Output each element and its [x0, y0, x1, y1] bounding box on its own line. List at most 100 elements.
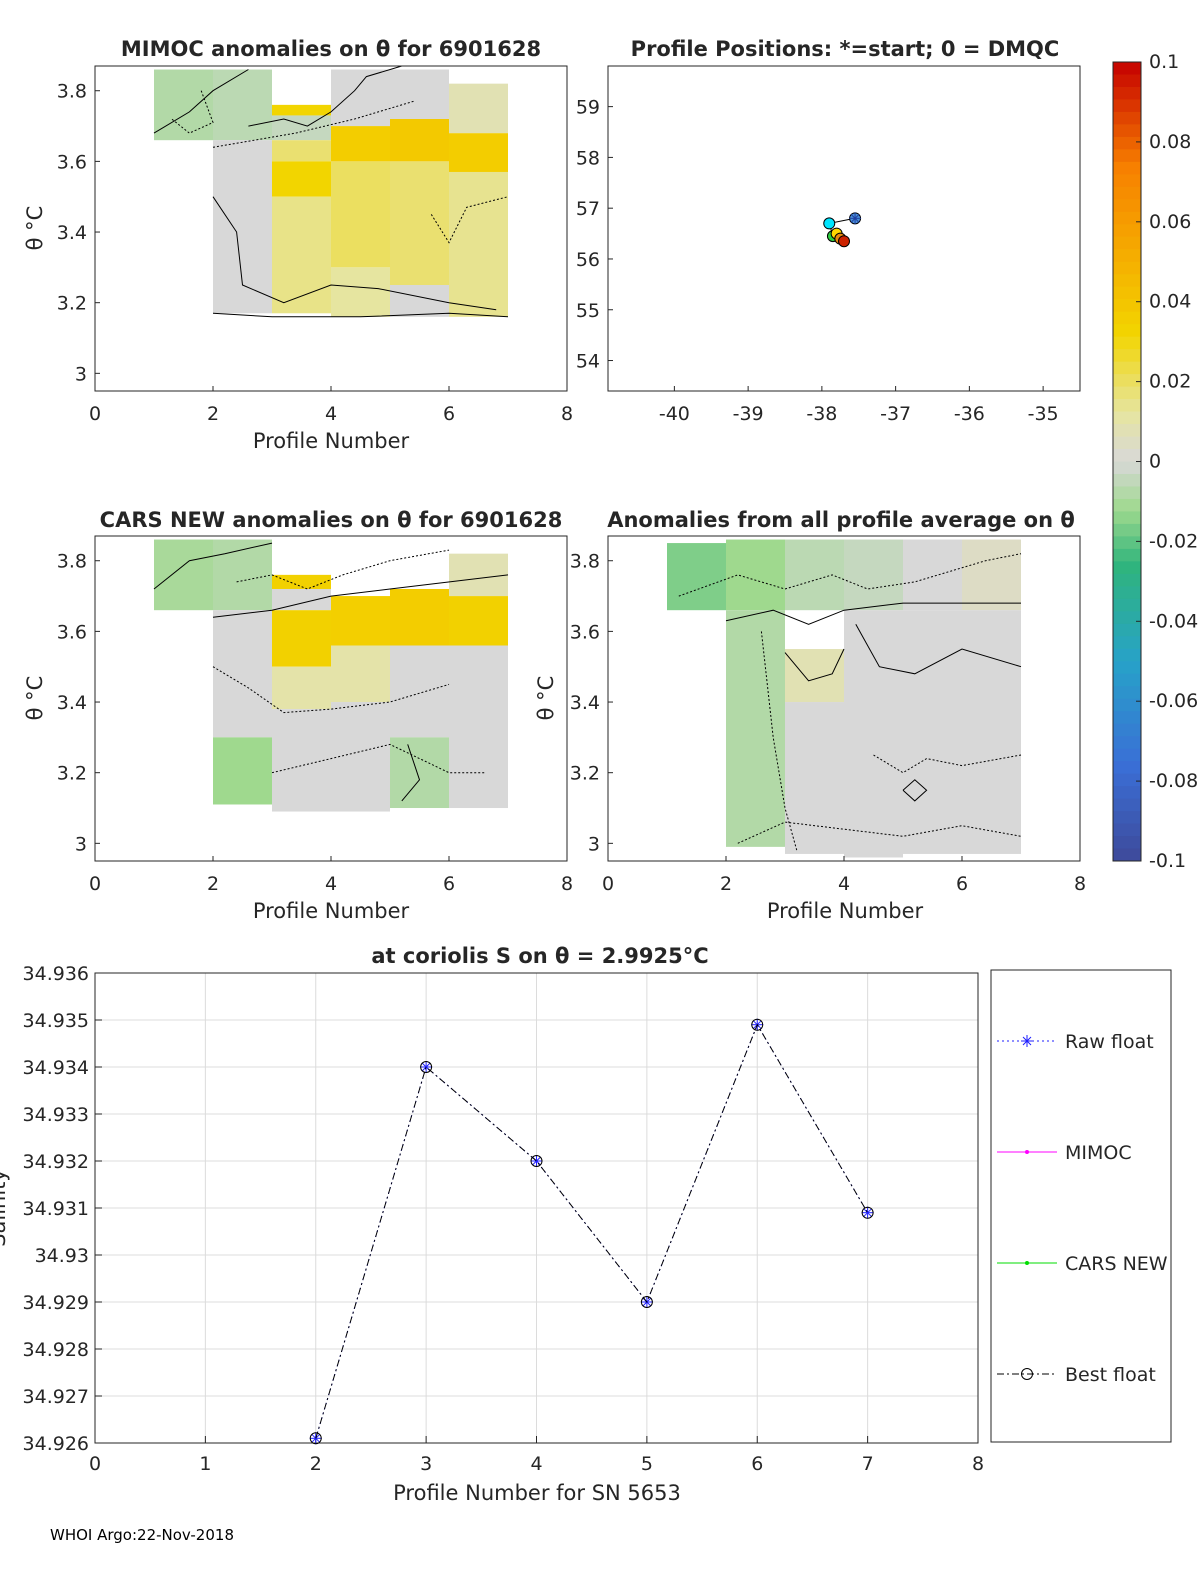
- colorbar-block: [1113, 573, 1141, 587]
- series-point: [751, 1018, 764, 1031]
- colorbar-block: [1113, 336, 1141, 350]
- average-cell: [962, 539, 1021, 611]
- average-contour: [678, 553, 1022, 597]
- mimoc-contour: [153, 69, 249, 134]
- mimoc-cell: [272, 161, 331, 197]
- average-cell: [903, 610, 962, 854]
- mimoc-xticks: 0 2 4 6 8: [89, 386, 573, 425]
- mimoc-ytick-label: 3.6: [57, 151, 87, 173]
- colorbar-block: [1113, 823, 1141, 837]
- cars-cell: [390, 737, 449, 809]
- mimoc-plot-area: [153, 65, 509, 318]
- colorbar-block: [1113, 511, 1141, 525]
- cars-cell: [449, 645, 508, 809]
- positions-xtick-label: -36: [954, 403, 985, 425]
- mimoc-xlabel: Profile Number: [253, 429, 410, 453]
- colorbar-block: [1113, 386, 1141, 400]
- mimoc-xtick-label: 8: [561, 403, 573, 425]
- cars-ytick-label: 3.2: [57, 763, 87, 785]
- colorbar-block: [1113, 224, 1141, 238]
- colorbar-block: [1113, 124, 1141, 138]
- average-contour: [725, 602, 1021, 625]
- average-cell: [785, 539, 844, 611]
- colorbar-block: [1113, 761, 1141, 775]
- mimoc-cell: [272, 140, 331, 162]
- footer-stamp: WHOI Argo:22-Nov-2018: [50, 1526, 234, 1544]
- colorbar-block: [1113, 136, 1141, 150]
- average-cell: [844, 610, 903, 858]
- positions-ytick-label: 57: [576, 198, 600, 220]
- mimoc-cell: [331, 126, 390, 162]
- positions-ytick-label: 58: [576, 147, 600, 169]
- mimoc-ytick-label: 3.8: [57, 81, 87, 103]
- cars-xtick-label: 4: [325, 873, 337, 895]
- mimoc-ytick-label: 3: [75, 363, 87, 385]
- cars-plot-area: [153, 539, 509, 812]
- cars-xtick-label: 0: [89, 873, 101, 895]
- series-point: [530, 1155, 543, 1167]
- salinity-xtick-label: 2: [310, 1453, 322, 1475]
- cars-contour: [153, 542, 273, 590]
- positions-xtick-label: -35: [1028, 403, 1059, 425]
- colorbar-block: [1113, 611, 1141, 625]
- colorbar-block: [1113, 648, 1141, 662]
- colorbar-ticks: 0.1 0.08 0.06 0.04 0.02 0 -0.02 -0.04 -0.06 -0.08…: [1136, 51, 1198, 872]
- cars-ylabel: θ °C: [23, 676, 47, 721]
- colorbar-block: [1113, 399, 1141, 413]
- average-ytick-label: 3.6: [570, 621, 600, 643]
- colorbar-block: [1113, 773, 1141, 787]
- series-line: [315, 1023, 869, 1439]
- salinity-ylabel: Salinity: [0, 1169, 10, 1247]
- cars-cell: [390, 588, 449, 646]
- positions-ytick-label: 54: [576, 351, 600, 373]
- cars-cell: [213, 737, 272, 805]
- salinity-ytick-label: 34.927: [23, 1386, 89, 1408]
- series-point: [309, 1432, 322, 1445]
- colorbar-block: [1113, 411, 1141, 425]
- mimoc-xtick-label: 4: [325, 403, 337, 425]
- colorbar-block: [1113, 211, 1141, 225]
- legend-marker: [1021, 1368, 1033, 1380]
- colorbar-tick-label: -0.06: [1149, 690, 1198, 712]
- colorbar-block: [1113, 561, 1141, 575]
- colorbar-block: [1113, 111, 1141, 125]
- salinity-ytick-label: 34.932: [23, 1151, 89, 1173]
- mimoc-cell: [390, 69, 449, 119]
- average-title: Anomalies from all profile average on θ: [607, 508, 1075, 532]
- colorbar-block: [1113, 723, 1141, 737]
- average-xlabel: Profile Number: [767, 899, 924, 923]
- average-cell: [785, 649, 844, 703]
- cars-yticks: 3 3.2 3.4 3.6 3.8: [57, 551, 100, 855]
- average-xticks: 0 2 4 6 8: [602, 856, 1086, 895]
- positions-yticks: 54 55 56 57 58 59: [576, 97, 613, 373]
- salinity-grid: [94, 972, 979, 1444]
- colorbar: 0.1 0.08 0.06 0.04 0.02 0 -0.02 -0.04 -0.06 -0.08…: [1112, 51, 1198, 872]
- colorbar-tick-label: -0.08: [1149, 770, 1198, 792]
- colorbar-block: [1113, 673, 1141, 687]
- legend-marker: [1025, 1261, 1029, 1265]
- series-point: [861, 1206, 874, 1219]
- colorbar-block: [1113, 848, 1141, 862]
- cars-cell: [272, 709, 331, 812]
- mimoc-ytick-label: 3.4: [57, 222, 87, 244]
- cars-contour: [212, 574, 509, 618]
- salinity-ytick-label: 34.934: [23, 1057, 89, 1079]
- colorbar-tick-label: 0.08: [1149, 131, 1191, 153]
- series-point: [861, 1206, 874, 1219]
- salinity-series: [309, 1018, 874, 1445]
- cars-panel: CARS NEW anomalies on θ for 6901628 0 2 4 6…: [23, 508, 573, 923]
- start-marker-stroke: [850, 213, 860, 223]
- average-cell: [726, 539, 785, 611]
- mimoc-cell: [449, 83, 508, 134]
- colorbar-block: [1113, 361, 1141, 375]
- salinity-ytick-label: 34.928: [23, 1339, 89, 1361]
- legend-items: Raw float MIMOC CARS NEW Best float: [997, 1031, 1168, 1386]
- colorbar-block: [1113, 461, 1141, 475]
- cars-cell: [331, 645, 390, 703]
- colorbar-block: [1113, 736, 1141, 750]
- colorbar-block: [1113, 236, 1141, 250]
- mimoc-cell: [390, 118, 449, 162]
- cars-contour: [212, 666, 450, 714]
- colorbar-block: [1113, 811, 1141, 825]
